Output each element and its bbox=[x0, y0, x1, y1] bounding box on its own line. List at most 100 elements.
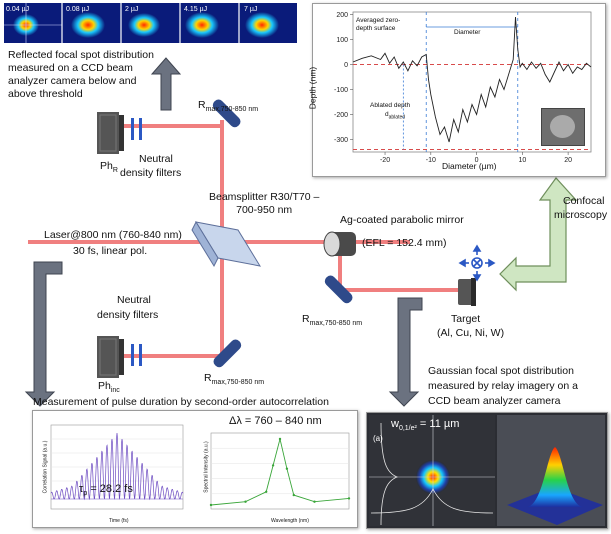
beam-to-target bbox=[338, 250, 475, 292]
depth-ytick-label: 100 bbox=[336, 37, 348, 44]
spectrum-point bbox=[244, 500, 247, 503]
depth-xtick-label: -10 bbox=[426, 157, 436, 164]
reflected-line-3: analyzer camera below and bbox=[8, 75, 137, 87]
nd-filters-bottom bbox=[131, 344, 142, 366]
gaussian-profile-vertical bbox=[380, 422, 399, 526]
autocorrelation-charts bbox=[50, 424, 351, 510]
photodiode-ph-inc bbox=[97, 336, 124, 378]
ccd-label-1: 0.04 µJ bbox=[6, 6, 30, 13]
spec-ylabel: Spectral Intensity (a.u.) bbox=[203, 441, 210, 493]
nd-bottom-label-1: Neutral bbox=[117, 294, 151, 306]
ccd-image-strip: 0.04 µJ 0.08 µJ 2 µJ 4.15 µJ 7 µJ bbox=[4, 3, 297, 43]
ccd-label-2: 0.08 µJ bbox=[66, 6, 90, 13]
gaussian-profile-horizontal bbox=[370, 488, 494, 514]
beamsplitter-line-2: 700-950 nm bbox=[236, 204, 293, 216]
confocal-caption-1: Confocal bbox=[563, 195, 605, 207]
arrow-confocal bbox=[499, 177, 578, 292]
depth-profile-line bbox=[352, 16, 592, 143]
ccd-spot-3 bbox=[128, 13, 160, 37]
rmax-mirror-mid bbox=[324, 275, 353, 304]
rmax-mirror-top bbox=[212, 99, 241, 128]
depth-ytick-label: -100 bbox=[334, 87, 348, 94]
autocorrelation-trace bbox=[50, 432, 184, 501]
ccd-label-4: 4.15 µJ bbox=[184, 6, 208, 13]
mirror-caption-1: Ag-coated parabolic mirror bbox=[340, 214, 464, 226]
ablated-annotation-1: Ablated depth bbox=[370, 102, 411, 109]
gaussian-spot-panel: (a) w0,1/e² = 11 µm bbox=[366, 412, 608, 529]
depth-ytick-label: 200 bbox=[336, 12, 348, 19]
time-xlabel: Time (fs) bbox=[109, 518, 129, 524]
depth-ytick-label: -300 bbox=[334, 137, 348, 144]
laser-caption-1: Laser@800 nm (760-840 nm) bbox=[44, 229, 182, 241]
spectrum-point bbox=[347, 497, 351, 500]
nd-top-label-2: density filters bbox=[120, 167, 182, 179]
tau-label: τp = 28.2 fs bbox=[79, 483, 133, 498]
spectrum-point bbox=[278, 437, 282, 441]
gaussian-caption-1: Gaussian focal spot distribution bbox=[428, 365, 574, 377]
delta-lambda-label: Δλ = 760 – 840 nm bbox=[229, 415, 322, 427]
mirror-caption-2: (EFL = 152.4 mm) bbox=[362, 237, 447, 249]
reflected-line-4: above threshold bbox=[8, 88, 83, 100]
spectrum-point bbox=[209, 503, 213, 507]
spectrum-point bbox=[292, 493, 295, 497]
depth-ytick-label: -200 bbox=[334, 112, 348, 119]
arrow-down-to-autocorrelation bbox=[24, 261, 63, 407]
gaussian-width-label: w0,1/e² = 11 µm bbox=[391, 418, 460, 433]
target bbox=[458, 278, 476, 306]
nd-top-label-1: Neutral bbox=[139, 153, 173, 165]
parabolic-mirror bbox=[323, 231, 356, 257]
rmax-top-label: Rmax,750-850 nm bbox=[198, 99, 259, 114]
gaussian-3d-peak bbox=[527, 447, 583, 507]
ccd-label-3: 2 µJ bbox=[125, 6, 139, 13]
confocal-caption-2: microscopy bbox=[554, 209, 608, 221]
spectrum-point bbox=[265, 490, 268, 493]
depth-ytick-label: 0 bbox=[344, 62, 348, 69]
depth-xtick-label: 20 bbox=[564, 157, 572, 164]
spectrum-point bbox=[313, 500, 316, 503]
ccd-label-5: 7 µJ bbox=[244, 6, 258, 13]
target-caption-1: Target bbox=[451, 313, 481, 325]
spec-xlabel: Wavelength (nm) bbox=[271, 518, 309, 524]
nd-filters-top bbox=[131, 118, 142, 140]
beamsplitter-line-1: Beamsplitter R30/T70 – bbox=[209, 191, 320, 203]
zero-surface-annotation-1: Averaged zero- bbox=[356, 17, 401, 24]
depth-xtick-label: 0 bbox=[475, 157, 479, 164]
ccd-spot-5 bbox=[245, 12, 279, 38]
spectrum-point bbox=[285, 467, 289, 470]
beamsplitter-caption: Beamsplitter R30/T70 – 700-950 nm bbox=[209, 191, 319, 217]
gaussian-caption-3: CCD beam analyzer camera bbox=[428, 395, 561, 407]
gaussian-caption-2: measured by relay imagery on a bbox=[428, 380, 578, 392]
gaussian-panel-tag: (a) bbox=[373, 434, 383, 443]
reflected-line-1: Reflected focal spot distribution bbox=[8, 49, 154, 61]
rmax-bottom-label: Rmax,750-850 nm bbox=[204, 372, 265, 387]
arrow-up-to-ccd bbox=[150, 57, 182, 111]
depth-xtick-label: 10 bbox=[518, 157, 526, 164]
depth-ylabel: Depth (nm) bbox=[307, 66, 318, 110]
reflected-line-2: measured on a CCD beam bbox=[8, 62, 133, 74]
depth-profile-panel: 200 100 0 -100 -200 -300 -20 -10 0 10 20 Depth (nm… bbox=[307, 3, 606, 177]
photodiode-ph-r bbox=[97, 112, 124, 154]
time-ylabel: Correlation Signal (a.u.) bbox=[42, 440, 49, 494]
spectrum-plot-frame bbox=[210, 432, 350, 510]
ccd-spot-4 bbox=[185, 12, 219, 38]
nd-bottom-label-2: density filters bbox=[97, 309, 159, 321]
autocorrelation-panel: τp = 28.2 fs Time (fs) Correlation Signa… bbox=[32, 410, 358, 528]
target-caption-2: (Al, Cu, Ni, W) bbox=[437, 327, 505, 339]
laser-caption-2: 30 fs, linear pol. bbox=[73, 245, 148, 257]
ccd-spot-2 bbox=[71, 12, 105, 38]
depth-plot-frame bbox=[352, 11, 592, 153]
confocal-inset-image bbox=[541, 108, 585, 146]
depth-xtick-label: -20 bbox=[380, 157, 390, 164]
ph-inc-label: Phinc bbox=[98, 380, 120, 395]
arrow-down-to-gaussian bbox=[388, 297, 423, 407]
autocorrelation-caption: Measurement of pulse duration by second-… bbox=[33, 396, 329, 408]
rmax-mirror-bottom bbox=[213, 339, 242, 368]
ccd-spot-1 bbox=[4, 3, 62, 43]
zero-surface-annotation-2: depth surface bbox=[356, 25, 396, 32]
diameter-annotation: Diameter bbox=[454, 29, 481, 36]
reflected-caption: Reflected focal spot distribution measur… bbox=[8, 49, 154, 101]
depth-xlabel: Diameter (µm) bbox=[442, 161, 497, 171]
rmax-mid-label: Rmax,750-850 nm bbox=[302, 313, 363, 328]
